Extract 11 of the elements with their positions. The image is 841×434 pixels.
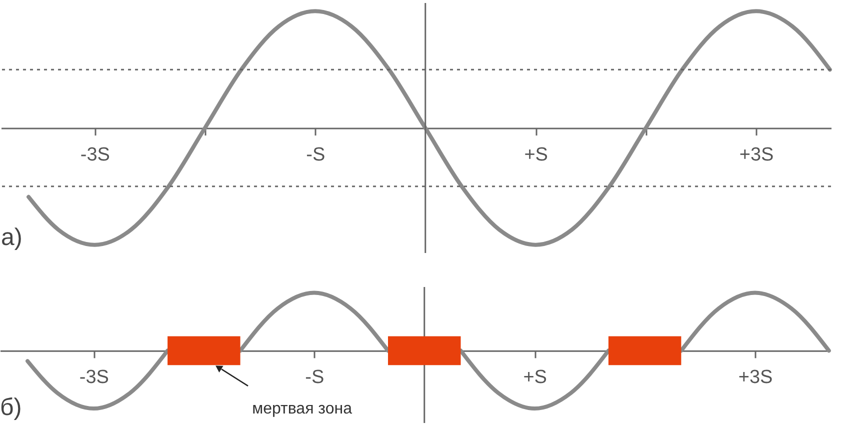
x-tick-label: -3S — [80, 144, 110, 166]
x-tick-label: +S — [524, 144, 548, 166]
x-tick-label: -S — [306, 144, 326, 166]
annotation: б) — [0, 394, 22, 421]
x-tick-label: -3S — [79, 367, 109, 388]
annotation: мертвая зона — [252, 400, 352, 418]
annotation: а) — [1, 224, 22, 251]
x-tick-label: +S — [523, 367, 547, 388]
x-tick-label: +3S — [739, 144, 774, 166]
x-tick-label: -S — [305, 367, 324, 388]
x-tick-label: +3S — [738, 367, 773, 388]
